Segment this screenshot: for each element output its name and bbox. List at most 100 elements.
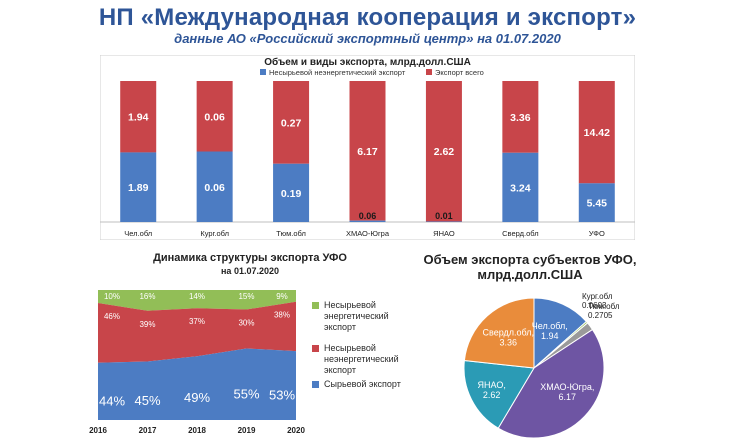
bar-data-label: 6.17: [357, 146, 378, 158]
pie-slice-label: Свердл.обл,: [483, 327, 535, 337]
bar-data-label: 1.89: [128, 182, 149, 194]
bar-nonraw: [349, 220, 386, 222]
area-data-label: 16%: [139, 292, 155, 301]
pie-slice-label: Чел.обл,: [532, 321, 568, 331]
page-subtitle: данные АО «Российский экспортный центр» …: [174, 31, 561, 46]
bar-total: [120, 81, 157, 153]
area-data-label: 45%: [134, 393, 160, 408]
area-data-label: 49%: [184, 390, 210, 405]
legend-swatch-blue: [312, 381, 319, 388]
bar-nonraw: [196, 151, 233, 222]
area-energy-nonraw: [98, 290, 296, 311]
area-data-label: 37%: [189, 317, 205, 326]
legend-label: Несырьевой неэнергетический экспорт: [324, 343, 399, 375]
area-data-label: 10%: [104, 292, 120, 301]
pie-slice-value: 3.36: [500, 337, 518, 347]
bar-nonraw: [425, 221, 462, 222]
bar-nonraw: [273, 163, 310, 222]
area-nonenergy-nonraw: [98, 301, 296, 363]
legend-label: Несырьевой энергетический экспорт: [324, 300, 389, 332]
bar-chart-title: Объем и виды экспорта, млрд.долл.США: [264, 56, 471, 68]
pie-chart-canvas: Чел.обл,1.94 ХМАО-Югра,6.17 ЯНАО,2.62 Сверд…: [463, 292, 620, 439]
bar-data-label: 14.42: [584, 127, 610, 139]
legend-swatch-red: [426, 69, 432, 75]
pie-slice-label: ЯНАО,: [478, 380, 506, 390]
area-chart-title: Динамика структуры экспорта УФО: [153, 252, 347, 264]
pie-chart-title: Объем экспорта субъектов УФО, млрд.долл.…: [423, 252, 637, 282]
area-chart-legend: Несырьевой энергетический экспорт Несырь…: [312, 300, 422, 400]
bar-total: [578, 81, 615, 184]
bar-nonraw: [502, 152, 539, 222]
pie-slice-value: 2.62: [483, 390, 501, 400]
pie-slice-value: 1.94: [541, 331, 559, 341]
structure-area-chart: 44% 45% 49% 55% 53% 46% 39% 37% 30% 38% 10% 16% 14% 1…: [80, 286, 310, 436]
area-data-label: 53%: [269, 388, 295, 403]
bar-data-label: 1.94: [128, 112, 149, 124]
pie-slice-value: 0.2705: [588, 311, 613, 320]
bar-nonraw: [120, 152, 157, 222]
bar-category-label: Тюм.обл: [276, 229, 306, 238]
legend-label: Сырьевой экспорт: [324, 379, 401, 389]
bar-data-label: 5.45: [587, 198, 608, 210]
area-data-label: 55%: [233, 386, 259, 401]
subjects-pie-chart: Чел.обл, 1.94 ХМАО-Югра, 6.17 ЯНАО, 2.62 Сверд…: [440, 282, 640, 441]
area-x-tick-label: 2020: [287, 426, 305, 435]
bar-data-label: 0.01: [435, 211, 453, 221]
pie-slice-value: 6.17: [559, 392, 577, 402]
area-data-label: 38%: [274, 311, 290, 320]
pie-slice: [497, 328, 605, 439]
area-x-tick-label: 2018: [188, 426, 206, 435]
bar-category-label: Кург.обл: [200, 229, 229, 238]
bar-data-label: 2.62: [434, 146, 455, 158]
bar-nonraw: [578, 183, 615, 222]
bar-category-label: УФО: [589, 229, 605, 238]
bar-total: [196, 81, 233, 152]
bar-data-label: 3.36: [510, 112, 531, 124]
legend-raw: Сырьевой экспорт: [312, 379, 422, 390]
legend-nonenergy-nonraw: Несырьевой неэнергетический экспорт: [312, 343, 422, 376]
area-x-tick-label: 2019: [238, 426, 256, 435]
area-data-label: 14%: [189, 292, 205, 301]
bar-total: [273, 81, 310, 164]
bar-total: [425, 81, 462, 222]
bar-category-label: Чел.обл: [124, 229, 152, 238]
pie-slice: [463, 359, 535, 429]
bar-data-label: 0.06: [359, 211, 377, 221]
bar-data-label: 0.06: [204, 111, 225, 123]
area-chart-canvas: 44% 45% 49% 55% 53% 46% 39% 37% 30% 38% 10% 16% 14% 1…: [89, 290, 305, 435]
area-raw: [98, 348, 296, 420]
bar-data-label: 3.24: [510, 182, 531, 194]
bar-category-label: ХМАО-Югра: [346, 229, 390, 238]
area-data-label: 44%: [99, 393, 125, 408]
bar-data-label: 0.06: [204, 182, 225, 194]
area-chart-subtitle: на 01.07.2020: [221, 266, 279, 276]
area-data-label: 39%: [139, 320, 155, 329]
legend-swatch-green: [312, 302, 319, 309]
bar-category-label: Сверд.обл: [502, 229, 538, 238]
bar-chart-canvas: Объем и виды экспорта, млрд.долл.СШАНесы…: [99, 54, 636, 241]
pie-slice-label: Кург.обл: [582, 292, 613, 301]
area-x-tick-label: 2017: [139, 426, 157, 435]
legend-label: Несырьевой неэнергетический экспорт: [269, 68, 406, 77]
bar-data-label: 0.19: [281, 188, 302, 200]
bar-total: [349, 81, 386, 221]
legend-label: Экспорт всего: [435, 68, 484, 77]
area-x-tick-label: 2016: [89, 426, 107, 435]
legend-swatch-red: [312, 345, 319, 352]
export-bar-chart: Объем и виды экспорта, млрд.долл.США Несы…: [99, 54, 636, 241]
area-data-label: 15%: [238, 292, 254, 301]
bar-total: [502, 81, 539, 153]
area-data-label: 9%: [276, 292, 288, 301]
bar-data-label: 0.27: [281, 117, 302, 129]
pie-slice: [533, 297, 588, 370]
legend-swatch-blue: [260, 69, 266, 75]
pie-slice: [463, 297, 535, 369]
pie-slice-value: 0.0603: [582, 301, 607, 310]
area-data-label: 30%: [238, 319, 254, 328]
pie-slice-label: Тюм.обл: [588, 302, 620, 311]
bar-category-label: ЯНАО: [433, 229, 455, 238]
area-data-label: 46%: [104, 312, 120, 321]
legend-energy-nonraw: Несырьевой энергетический экспорт: [312, 300, 422, 333]
page-title: НП «Международная кооперация и экспорт»: [98, 4, 637, 31]
pie-slice-label: ХМАО-Югра,: [540, 382, 594, 392]
